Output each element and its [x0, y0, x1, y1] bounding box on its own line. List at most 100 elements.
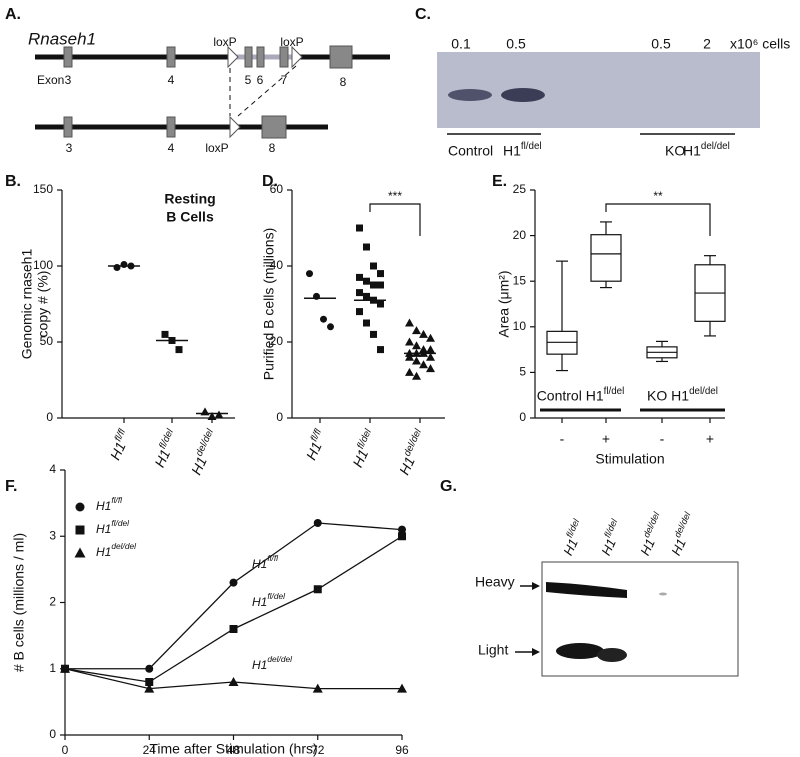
exon	[63, 116, 73, 138]
point	[398, 525, 406, 534]
point	[419, 329, 428, 338]
loxp-label: loxP	[280, 35, 303, 49]
y-tick-label: 20	[270, 334, 284, 348]
x-tick-label: 0	[62, 743, 69, 757]
loxp-site	[229, 115, 241, 139]
panel-label: E.	[492, 173, 507, 190]
exon	[279, 46, 289, 68]
exon-prefix: Exon	[37, 73, 64, 87]
point	[426, 352, 435, 361]
deletion-line	[237, 65, 297, 117]
exon-label: 3	[65, 73, 72, 87]
band-label: Light	[478, 642, 508, 658]
legend-label: H1fl/fl	[96, 495, 123, 513]
exon	[261, 115, 287, 139]
gene-name: Rnaseh1	[28, 29, 96, 48]
annotation: B Cells	[166, 209, 214, 225]
significance-label: ***	[388, 189, 402, 203]
blot	[541, 561, 739, 677]
y-tick-label: 4	[49, 462, 56, 476]
series-annotation: H1del/del	[252, 654, 293, 672]
point	[397, 683, 407, 693]
band	[659, 592, 667, 596]
point	[426, 345, 435, 354]
box	[590, 234, 622, 282]
group-label: Control H1fl/del	[537, 386, 625, 404]
point	[405, 318, 414, 327]
legend-marker	[74, 547, 86, 558]
point	[161, 330, 169, 338]
exon	[244, 46, 253, 68]
point	[207, 411, 217, 420]
loxp-site	[291, 45, 303, 69]
point	[426, 364, 435, 373]
western-blot-g: Heavy Light H1fl/del H1fl/del H1del/del …	[475, 510, 739, 677]
y-tick-label: 0	[276, 410, 283, 424]
y-tick-label: 150	[33, 182, 53, 196]
panel-label: G.	[440, 478, 457, 495]
loxp-site	[227, 45, 239, 69]
point	[363, 277, 370, 285]
arrow-head	[532, 582, 540, 590]
point	[320, 315, 327, 323]
point	[370, 281, 377, 289]
point	[377, 300, 384, 308]
amount-label: 0.5	[506, 36, 526, 52]
y-tick-label: 0	[46, 410, 53, 424]
y-tick-label: 50	[40, 334, 54, 348]
point	[377, 281, 384, 289]
group-label: KO	[665, 143, 685, 159]
point	[306, 270, 313, 278]
point	[313, 585, 322, 594]
band-label: Heavy	[475, 574, 515, 590]
point	[405, 337, 414, 346]
line	[64, 535, 403, 683]
y-axis-label: copy # (%)	[35, 271, 51, 338]
point	[405, 367, 414, 376]
point	[175, 346, 183, 354]
exon	[166, 116, 176, 138]
point	[228, 677, 239, 686]
x-tick-label: 72	[311, 743, 325, 757]
x-tick-label: H1fl/del	[149, 426, 182, 469]
gene-map: Rnaseh1 Exon 3 4 5 6 7 8 loxP loxP 3 4 8…	[28, 29, 390, 155]
point	[405, 352, 414, 361]
exon-label: 7	[281, 73, 288, 87]
exon	[256, 46, 265, 68]
group-label: Control	[448, 143, 493, 159]
exon-label: 5	[245, 73, 252, 87]
band	[597, 648, 627, 662]
arrow-head	[532, 648, 540, 656]
exon	[166, 46, 176, 68]
exon-label: 3	[66, 141, 73, 155]
lane-label: H1fl/del	[595, 517, 627, 558]
exon	[329, 45, 353, 69]
blot	[437, 52, 760, 128]
series-annotation: H1fl/fl	[252, 553, 279, 571]
band	[501, 88, 545, 102]
point	[370, 330, 377, 338]
point	[113, 264, 121, 272]
point	[60, 663, 70, 673]
x-tick-label: H1del/del	[394, 426, 431, 477]
point	[145, 664, 154, 673]
legend-marker	[75, 502, 85, 512]
significance-bracket	[605, 203, 711, 236]
amount-label: 0.5	[651, 36, 671, 52]
y-tick-label: 0	[519, 410, 526, 424]
y-tick-label: 0	[49, 727, 56, 741]
annotation: Resting	[164, 191, 215, 207]
x-tick-label: H1fl/fl	[105, 426, 135, 462]
y-tick-label: 1	[49, 661, 56, 675]
unit-label: x10⁶ cells	[730, 36, 790, 52]
point	[229, 625, 238, 633]
lane-label: H1fl/del	[557, 517, 589, 558]
y-tick-label: 60	[270, 182, 284, 196]
x-tick-label: -	[560, 431, 565, 447]
panel-label: A.	[5, 6, 21, 23]
point	[214, 410, 224, 419]
x-axis-label: Stimulation	[595, 451, 664, 467]
exon-label: 8	[340, 75, 347, 89]
panel-label: D.	[262, 173, 278, 190]
significance-label: **	[653, 189, 663, 203]
